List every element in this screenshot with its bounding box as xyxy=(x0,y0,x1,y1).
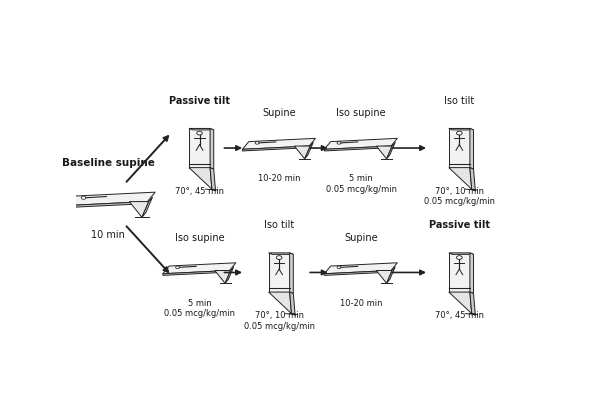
Text: 70°, 45 min: 70°, 45 min xyxy=(435,311,484,320)
Text: 5 min
0.05 mcg/kg/min: 5 min 0.05 mcg/kg/min xyxy=(326,175,397,194)
Text: Iso tilt: Iso tilt xyxy=(444,96,475,106)
Polygon shape xyxy=(225,267,234,283)
Circle shape xyxy=(255,142,259,144)
Text: Iso tilt: Iso tilt xyxy=(264,221,294,230)
Polygon shape xyxy=(376,146,392,159)
Circle shape xyxy=(176,266,179,269)
Circle shape xyxy=(197,131,202,135)
Polygon shape xyxy=(189,128,214,130)
Polygon shape xyxy=(387,142,395,159)
Polygon shape xyxy=(470,168,475,191)
Polygon shape xyxy=(242,138,315,149)
Text: 10-20 min: 10-20 min xyxy=(340,299,382,308)
Polygon shape xyxy=(449,128,474,130)
Text: 70°, 45 min: 70°, 45 min xyxy=(175,187,224,196)
Polygon shape xyxy=(324,263,397,274)
Text: 70°, 10 min
0.05 mcg/kg/min: 70°, 10 min 0.05 mcg/kg/min xyxy=(424,187,495,206)
Polygon shape xyxy=(324,270,391,276)
Text: 10 min: 10 min xyxy=(91,230,125,240)
Polygon shape xyxy=(304,142,313,159)
Polygon shape xyxy=(387,267,395,283)
Circle shape xyxy=(276,256,282,259)
Polygon shape xyxy=(66,202,147,208)
Text: Iso supine: Iso supine xyxy=(336,108,386,118)
Polygon shape xyxy=(470,292,475,315)
Polygon shape xyxy=(294,146,310,159)
Circle shape xyxy=(337,142,341,144)
Polygon shape xyxy=(66,192,155,206)
Circle shape xyxy=(457,131,462,135)
Polygon shape xyxy=(163,270,230,276)
Polygon shape xyxy=(163,263,236,274)
Text: Iso supine: Iso supine xyxy=(175,233,224,243)
Polygon shape xyxy=(269,253,290,292)
Polygon shape xyxy=(376,270,392,283)
Polygon shape xyxy=(324,146,391,151)
Polygon shape xyxy=(189,128,210,168)
Polygon shape xyxy=(290,292,295,315)
Text: 70°, 10 min
0.05 mcg/kg/min: 70°, 10 min 0.05 mcg/kg/min xyxy=(243,311,315,331)
Polygon shape xyxy=(210,128,214,169)
Polygon shape xyxy=(449,253,474,255)
Polygon shape xyxy=(215,270,231,283)
Polygon shape xyxy=(470,253,474,294)
Polygon shape xyxy=(449,292,472,314)
Text: Supine: Supine xyxy=(344,233,378,243)
Polygon shape xyxy=(449,253,470,292)
Text: Passive tilt: Passive tilt xyxy=(429,221,490,230)
Circle shape xyxy=(457,256,462,259)
Text: Supine: Supine xyxy=(262,108,296,118)
Polygon shape xyxy=(324,138,397,149)
Text: Passive tilt: Passive tilt xyxy=(169,96,230,106)
Text: Baseline supine: Baseline supine xyxy=(62,158,155,168)
Polygon shape xyxy=(290,253,294,294)
Polygon shape xyxy=(210,168,216,191)
Polygon shape xyxy=(449,168,472,189)
Text: 10-20 min: 10-20 min xyxy=(258,175,300,183)
Circle shape xyxy=(81,196,86,199)
Polygon shape xyxy=(449,128,470,168)
Polygon shape xyxy=(470,128,474,169)
Polygon shape xyxy=(129,202,149,217)
Polygon shape xyxy=(269,253,294,255)
Circle shape xyxy=(337,266,341,269)
Text: 5 min
0.05 mcg/kg/min: 5 min 0.05 mcg/kg/min xyxy=(164,299,235,318)
Polygon shape xyxy=(142,197,153,217)
Polygon shape xyxy=(189,168,212,189)
Polygon shape xyxy=(269,292,292,314)
Polygon shape xyxy=(242,146,309,151)
